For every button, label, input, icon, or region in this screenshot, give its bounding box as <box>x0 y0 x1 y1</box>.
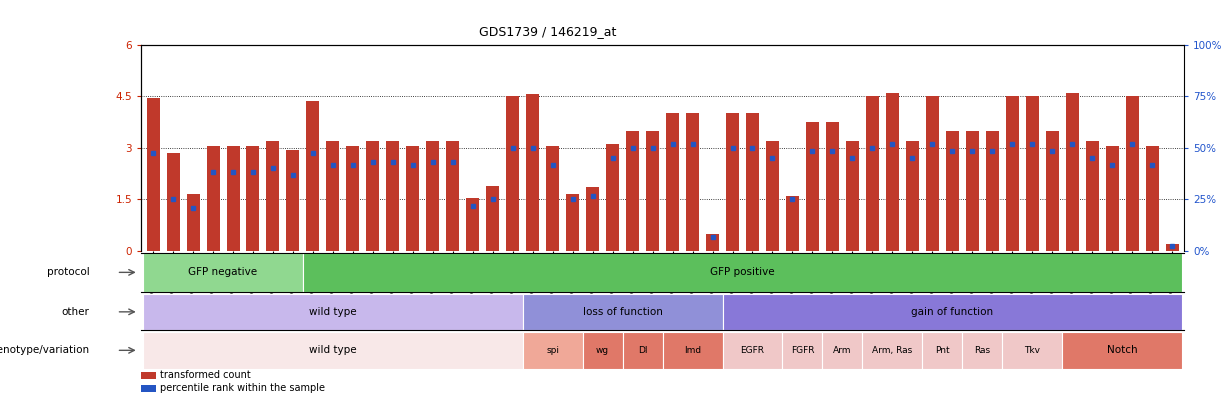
Text: wild type: wild type <box>309 307 357 317</box>
Bar <box>1086 141 1098 251</box>
Text: Pnt: Pnt <box>935 346 950 355</box>
Bar <box>783 332 822 369</box>
Text: Imd: Imd <box>683 346 701 355</box>
Bar <box>1026 96 1039 251</box>
Bar <box>686 113 699 251</box>
Bar <box>886 93 899 251</box>
Bar <box>647 130 659 251</box>
Bar <box>626 130 639 251</box>
Text: wg: wg <box>596 346 609 355</box>
Bar <box>606 145 620 251</box>
Bar <box>1002 332 1063 369</box>
Bar <box>447 141 459 251</box>
Text: genotype/variation: genotype/variation <box>0 345 90 355</box>
Bar <box>566 194 579 251</box>
Bar <box>845 141 859 251</box>
Text: other: other <box>61 307 90 317</box>
Bar <box>486 185 499 251</box>
Text: GFP negative: GFP negative <box>189 267 258 277</box>
Text: GFP positive: GFP positive <box>710 267 774 277</box>
Bar <box>406 146 420 251</box>
Bar <box>387 141 399 251</box>
Text: loss of function: loss of function <box>583 307 663 317</box>
Bar <box>583 332 622 369</box>
Bar <box>326 141 340 251</box>
Bar <box>663 332 723 369</box>
Text: FGFR: FGFR <box>790 346 815 355</box>
Bar <box>1045 130 1059 251</box>
Text: wild type: wild type <box>309 345 357 355</box>
Text: Dl: Dl <box>638 346 648 355</box>
Bar <box>806 122 818 251</box>
Text: EGFR: EGFR <box>740 346 764 355</box>
Bar <box>367 141 379 251</box>
Bar <box>526 94 539 251</box>
Bar <box>622 332 663 369</box>
Bar <box>826 122 839 251</box>
Bar <box>303 253 1182 292</box>
Bar <box>1006 96 1018 251</box>
Bar <box>187 194 200 251</box>
Bar <box>523 294 723 330</box>
Bar <box>1063 332 1182 369</box>
Text: Arm: Arm <box>833 346 852 355</box>
Bar <box>167 153 179 251</box>
Text: Notch: Notch <box>1107 345 1137 355</box>
Bar <box>307 101 319 251</box>
Bar <box>787 196 799 251</box>
Bar <box>206 146 220 251</box>
Bar <box>726 113 739 251</box>
Bar <box>144 294 523 330</box>
Bar <box>346 146 360 251</box>
Bar <box>146 98 160 251</box>
Bar <box>866 96 879 251</box>
Bar <box>227 146 239 251</box>
Text: gain of function: gain of function <box>912 307 994 317</box>
Text: Arm, Ras: Arm, Ras <box>872 346 913 355</box>
Bar <box>1166 244 1179 251</box>
Text: transformed count: transformed count <box>160 371 250 380</box>
Bar <box>723 294 1182 330</box>
Bar <box>507 96 519 251</box>
Bar <box>863 332 923 369</box>
Bar <box>1146 146 1158 251</box>
Bar <box>266 141 280 251</box>
Bar <box>946 130 958 251</box>
Bar <box>247 146 259 251</box>
Bar <box>426 141 439 251</box>
Bar <box>926 96 939 251</box>
Bar <box>144 253 303 292</box>
Bar <box>723 332 783 369</box>
Bar <box>746 113 760 251</box>
Bar <box>1066 93 1079 251</box>
Bar <box>962 332 1002 369</box>
Text: Tkv: Tkv <box>1025 346 1040 355</box>
Bar <box>923 332 962 369</box>
Bar <box>286 149 299 251</box>
Text: GDS1739 / 146219_at: GDS1739 / 146219_at <box>479 26 616 38</box>
Bar <box>1106 146 1119 251</box>
Bar <box>766 141 779 251</box>
Bar <box>985 130 999 251</box>
Bar <box>144 332 523 369</box>
Bar <box>546 146 560 251</box>
Bar <box>587 188 599 251</box>
Bar <box>706 234 719 251</box>
Bar <box>966 130 979 251</box>
Bar <box>822 332 863 369</box>
Text: spi: spi <box>546 346 560 355</box>
Text: Ras: Ras <box>974 346 990 355</box>
Text: protocol: protocol <box>47 267 90 277</box>
Bar <box>666 113 679 251</box>
Bar <box>523 332 583 369</box>
Bar <box>906 141 919 251</box>
Bar <box>466 198 480 251</box>
Bar <box>1125 96 1139 251</box>
Text: percentile rank within the sample: percentile rank within the sample <box>160 384 324 393</box>
